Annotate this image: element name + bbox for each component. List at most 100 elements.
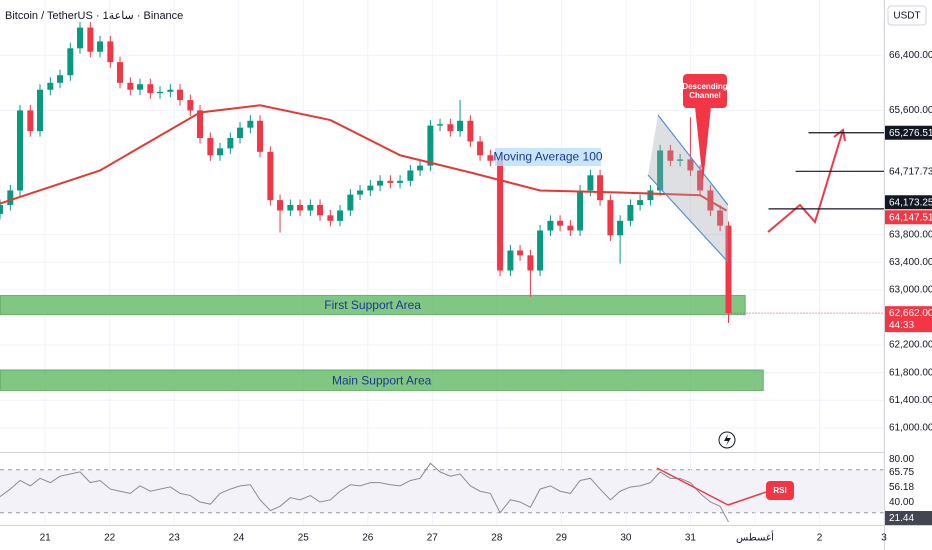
- candle-body: [627, 204, 634, 221]
- y-tick-label: 66,400.00: [889, 50, 932, 61]
- candle-body: [17, 110, 24, 191]
- candle-body: [657, 150, 664, 191]
- alert-bolt: [724, 434, 731, 446]
- channel-line: [657, 114, 729, 206]
- price-label: 64,173.25: [889, 197, 932, 208]
- candle-body: [507, 250, 514, 271]
- rsi-callout-text: RSI: [773, 486, 786, 495]
- zone-layer: [0, 294, 764, 392]
- candle-body: [387, 180, 394, 183]
- candle-body: [277, 200, 284, 211]
- candle-body: [177, 89, 184, 101]
- candle-body: [337, 210, 344, 221]
- candle-body: [547, 220, 554, 231]
- price-label-bg: [885, 125, 932, 140]
- last-price-bg: [885, 306, 932, 333]
- support-zone: [0, 369, 764, 392]
- x-tick-label: 31: [685, 533, 697, 544]
- moving-average-line: [0, 104, 728, 212]
- candle-body: [147, 84, 154, 94]
- x-tick-label: 21: [40, 533, 52, 544]
- candle-body: [637, 200, 644, 205]
- x-tick-label: 27: [427, 533, 439, 544]
- candle-body: [297, 204, 304, 211]
- x-tick-label: 28: [491, 533, 503, 544]
- last-price-label: 62,662.00: [889, 308, 932, 319]
- price-label: 56.18: [889, 482, 914, 493]
- x-tick-label: 24: [233, 533, 245, 544]
- candle-body: [137, 84, 144, 90]
- rsi-line: [0, 462, 729, 523]
- candle-body: [427, 125, 434, 166]
- candle-body: [127, 82, 134, 90]
- candle-body: [607, 200, 614, 236]
- candle-body: [447, 124, 454, 132]
- rsi-callout: [766, 481, 794, 500]
- candle-body: [367, 185, 374, 191]
- support-zone: [0, 294, 746, 316]
- x-tick-label: 3: [881, 533, 887, 544]
- candle-body: [357, 190, 364, 195]
- price-label-bg: [885, 164, 932, 179]
- x-tick-label: 23: [169, 533, 181, 544]
- candle-body: [647, 190, 654, 201]
- ma-label: Moving Average 100: [493, 150, 603, 164]
- grid-layer: [0, 0, 885, 525]
- candle-body: [37, 89, 44, 132]
- price-label-bg: [885, 511, 932, 525]
- y-tick-label: 61,800.00: [889, 367, 932, 378]
- candle-body: [317, 204, 324, 216]
- candle-body: [437, 124, 444, 126]
- price-label: 40.00: [889, 497, 914, 508]
- candle-body: [187, 100, 194, 111]
- x-tick-label: 2: [817, 533, 823, 544]
- zone-label: First Support Area: [324, 298, 421, 312]
- axis-layer: 61,000.00 61,400.00 61,800.00 62,200.00 63,0…: [40, 50, 932, 544]
- currency: USDT: [893, 11, 920, 22]
- candle-body: [697, 170, 704, 191]
- candle-body: [557, 220, 564, 226]
- candle-body: [287, 204, 294, 211]
- candle-body: [7, 190, 14, 205]
- zone-label: Main Support Area: [332, 373, 432, 387]
- y-tick-label: 62,200.00: [889, 340, 932, 351]
- plot-layer: [0, 22, 732, 523]
- y-tick-label: 61,000.00: [889, 422, 932, 433]
- candle-body: [157, 91, 164, 94]
- candle-body: [527, 255, 534, 271]
- candle-body: [687, 159, 694, 171]
- candle-body: [247, 120, 254, 128]
- ma-label-bg: [495, 148, 601, 166]
- price-label: 65.75: [889, 467, 914, 478]
- candle-body: [67, 48, 74, 76]
- candle-body: [107, 41, 114, 63]
- x-tick-label: 30: [620, 533, 632, 544]
- arrow-head: [833, 128, 846, 142]
- candle-body: [257, 120, 264, 152]
- channel-callout: Descending Channel: [682, 74, 728, 108]
- candle-body: [57, 75, 64, 83]
- callout-pointer: [695, 107, 711, 182]
- candle-body: [237, 127, 244, 139]
- candle-body: [207, 138, 214, 156]
- candle-body: [677, 159, 684, 161]
- currency-box[interactable]: [887, 5, 927, 26]
- rsi-trendline: [656, 467, 729, 506]
- candle-body: [407, 170, 414, 181]
- candle-body: [577, 190, 584, 231]
- candle-body: [725, 225, 732, 314]
- y-tick-label: 63,000.00: [889, 284, 932, 295]
- candle-body: [327, 215, 334, 221]
- candle-body: [497, 160, 504, 271]
- candle-body: [47, 82, 54, 90]
- candle-body: [307, 204, 314, 211]
- candle-body: [667, 150, 674, 161]
- price-label-bg: [885, 494, 932, 509]
- x-tick-label: أغسطس: [736, 531, 774, 544]
- candle-body: [217, 148, 224, 156]
- candle-body: [457, 120, 464, 132]
- candle-body: [617, 220, 624, 236]
- candle-body: [477, 141, 484, 156]
